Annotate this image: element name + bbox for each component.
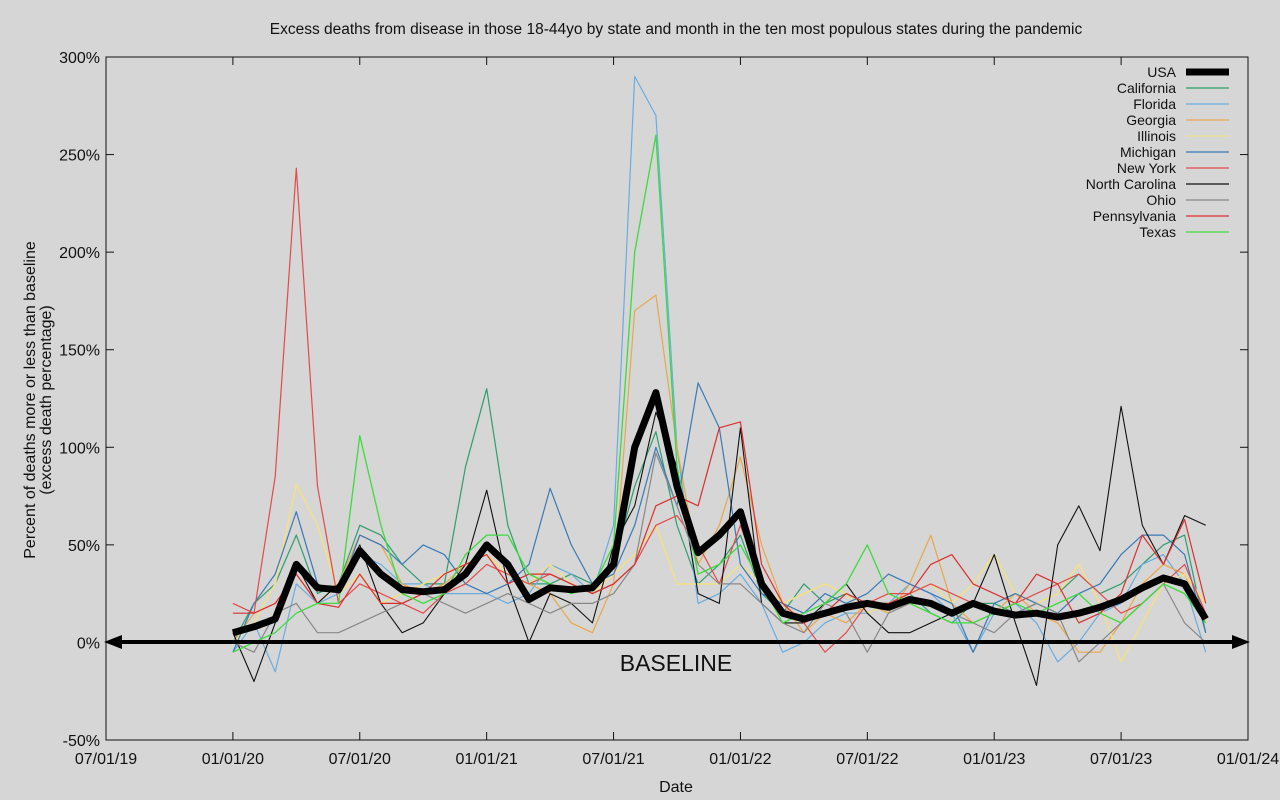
y-tick-label: 0%: [77, 635, 100, 652]
legend-label: Illinois: [1137, 128, 1176, 144]
x-axis-label: Date: [659, 779, 693, 796]
baseline-arrow-right-head: [1232, 635, 1250, 649]
legend-label: Pennsylvania: [1093, 208, 1176, 224]
x-tick-label: 07/01/21: [582, 751, 644, 768]
y-tick-label: 100%: [59, 440, 100, 457]
plot-area: [105, 56, 1249, 741]
baseline-arrow: [104, 635, 1250, 649]
y-axis-label-line1: Percent of deaths more or less than base…: [22, 241, 39, 559]
x-tick-label: 07/01/20: [329, 751, 391, 768]
legend-label: California: [1117, 80, 1176, 96]
legend-label: USA: [1147, 64, 1176, 80]
x-tick-label: 07/01/22: [836, 751, 898, 768]
x-tick-label: 07/01/23: [1090, 751, 1152, 768]
y-tick-label: 300%: [59, 50, 100, 67]
y-tick-label: 150%: [59, 343, 100, 360]
series-line-ohio: [232, 452, 1207, 663]
x-tick-label: 01/01/24: [1217, 751, 1279, 768]
series-line-north-carolina: [232, 405, 1206, 686]
x-tick-label: 07/01/19: [75, 751, 137, 768]
series-line-pennsylvania: [232, 421, 1207, 624]
legend-label: New York: [1117, 160, 1177, 176]
legend-label: North Carolina: [1086, 176, 1176, 192]
x-tick-label: 01/01/20: [202, 751, 264, 768]
legend-label: Georgia: [1126, 112, 1176, 128]
y-tick-label: 250%: [59, 148, 100, 165]
x-tick-label: 01/01/21: [456, 751, 518, 768]
series-line-usa: [231, 389, 1209, 637]
series-line-texas: [232, 134, 1207, 653]
baseline-label: BASELINE: [620, 650, 733, 676]
y-tick-label: 200%: [59, 245, 100, 262]
x-tick-label: 01/01/23: [963, 751, 1025, 768]
x-tick-label: 01/01/22: [709, 751, 771, 768]
y-tick-label: 50%: [68, 538, 100, 555]
y-tick-label: -50%: [63, 733, 100, 750]
baseline-arrow-left-head: [104, 635, 122, 649]
y-axis-label-line2: (excess death percentage): [38, 305, 55, 494]
chart-title: Excess deaths from disease in those 18-4…: [270, 21, 1083, 38]
series-line-new-york: [232, 167, 1207, 653]
legend-label: Ohio: [1146, 192, 1176, 208]
legend-label: Florida: [1133, 96, 1176, 112]
legend: USACaliforniaFloridaGeorgiaIllinoisMichi…: [1086, 64, 1229, 240]
legend-label: Texas: [1139, 224, 1176, 240]
legend-label: Michigan: [1120, 144, 1176, 160]
